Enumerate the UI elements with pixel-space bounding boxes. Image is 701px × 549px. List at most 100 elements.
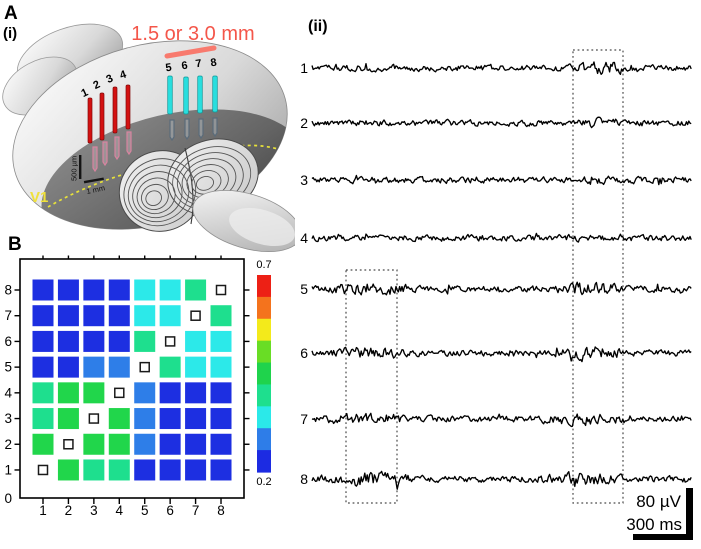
colorbar-band [257,296,271,320]
time-scalebar [633,534,693,540]
scalebar-1mm-label: 1 mm [86,183,106,196]
lfp-trace-6 [311,346,692,363]
lfp-trace-4 [311,232,692,243]
heatmap-cell [32,330,54,352]
heatmap-cell [32,305,54,327]
cyan-electrode-number: 8 [210,57,218,70]
x-tick-label: 5 [141,503,149,518]
heatmap-diagonal-marker [215,284,227,296]
heatmap-cell [210,459,232,481]
x-tick-label: 7 [192,503,200,518]
heatmap-diagonal-marker [88,413,100,424]
red-electrode-1 [87,97,93,144]
y-tick-label: 1 [4,462,12,477]
heatmap-cell [57,279,79,301]
x-tick-label: 6 [166,503,174,518]
heatmap-cell [83,356,105,378]
heatmap-cell [159,459,181,481]
colorbar-band [257,406,271,429]
panel-a-sub-i-label: (i) [3,25,17,42]
heatmap-cell [108,459,130,481]
cyan-electrode-6 [183,76,189,115]
heatmap-cell [83,279,105,301]
subsurface-electrode-pin-red [102,141,108,167]
heatmap-colorbar [257,275,271,473]
cerebellum-folia-line [141,183,169,211]
heatmap-origin-label: 0 [4,491,12,506]
heatmap-ticks [14,255,250,504]
heatmap-cell [32,356,54,378]
cerebellum-folia-line [132,171,183,219]
red-electrode-number: 3 [104,73,115,86]
subsurface-electrode-pin-red [92,146,98,173]
trace-labels: 1 2 3 4 5 6 7 8 [300,60,308,487]
heatmap-cell [32,279,54,301]
heatmap-cell [134,279,156,301]
heatmap-cell [134,382,156,404]
lfp-trace-8 [311,470,692,490]
colorbar-max-label: 0.7 [256,259,271,271]
subsurface-electrode-pin-cyan [198,118,204,140]
heatmap-diagonal-marker [63,439,74,450]
voltage-scalebar [686,488,693,540]
cerebellum-folia-line [127,164,190,223]
heatmap-cell [134,330,156,352]
heatmap-cell [185,433,207,455]
heatmap-cell [159,382,181,404]
y-tick-label: 6 [4,334,12,349]
heatmap-cell [32,382,54,404]
heatmap-cell [210,408,232,430]
y-tick-label: 4 [4,385,12,400]
cerebellum-folia-line [136,177,176,215]
heatmap-cell [57,305,79,327]
heatmap-cell [108,305,130,327]
panel-a-schematic: 500 µm 1 mm V1 1.5 or 3.0 mm 12 3 45 6 7 8 A … [2,3,295,255]
heatmap-cell [185,356,207,378]
red-electrode-number: 2 [91,79,102,92]
distance-label: 1.5 or 3.0 mm [131,23,254,45]
heatmap-cell [83,433,105,455]
subsurface-electrode-pin-cyan [184,118,190,141]
cerebellum [118,138,259,232]
panel-a-label: A [4,3,18,24]
v1-label: V1 [30,189,48,206]
heatmap-cell [108,408,130,430]
heatmap-cell [57,382,79,404]
cerebellum-folia-line [195,176,214,191]
subsurface-electrode-pin-cyan [169,119,175,142]
heatmap-cell [185,382,207,404]
trace-label: 8 [300,471,308,487]
y-tick-label: 2 [4,437,12,452]
heatmap-cell [159,305,181,327]
heatmap-diagonal-marker [114,387,125,399]
lfp-trace-1 [311,61,692,75]
heatmap-cell [108,433,130,455]
scalebar-500um-label: 500 µm [70,156,79,181]
heatmap-diagonal-marker [190,310,201,321]
y-tick-label: 7 [4,308,12,323]
heatmap-cell [210,330,232,352]
heatmap-cell [83,382,105,404]
heatmap-cell [134,433,156,455]
lfp-trace-7 [311,412,692,428]
red-electrode-number: 4 [118,68,128,82]
x-tick-label: 4 [116,503,124,518]
heatmap-diagonal-marker [37,464,49,476]
brainstem [192,190,295,252]
heatmap-diagonal-marker [139,361,150,373]
red-electrode-number: 1 [79,87,90,100]
heatmap-cell [210,433,232,455]
subsurface-electrode-pin-red [126,131,132,156]
trace-label: 2 [300,115,308,131]
heatmap-cell [159,433,181,455]
trace-label: 7 [300,411,308,427]
panel-b-heatmap: 1 2 3 4 5 6 7 8 8 7 6 5 4 3 2 1 0.7 0.2 0 [4,255,272,518]
trace-lines [311,61,692,490]
trace-label: 4 [300,230,308,246]
heatmap-cell [83,305,105,327]
heatmap-cell [134,305,156,327]
heatmap-cell [159,356,181,378]
cyan-electrode-number: 6 [181,60,189,73]
heatmap-cells [32,279,232,481]
heatmap-axes-box [19,258,245,499]
